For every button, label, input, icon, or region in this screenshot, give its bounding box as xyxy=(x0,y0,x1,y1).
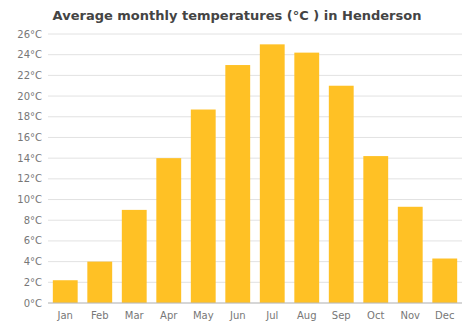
x-tick-label: Feb xyxy=(91,310,109,321)
y-tick-label: 14°C xyxy=(17,153,42,164)
x-tick-label: Sep xyxy=(332,310,351,321)
y-tick-label: 18°C xyxy=(17,111,42,122)
y-tick-label: 4°C xyxy=(24,256,42,267)
grid-line xyxy=(48,303,462,304)
grid-line xyxy=(48,178,462,179)
bar xyxy=(156,158,181,303)
y-tick-label: 2°C xyxy=(24,277,42,288)
x-tick-label: Oct xyxy=(367,310,384,321)
bar xyxy=(432,259,457,303)
y-tick-label: 10°C xyxy=(17,194,42,205)
bar xyxy=(122,210,147,303)
x-axis-line xyxy=(48,303,462,304)
bar xyxy=(260,44,285,303)
y-tick-label: 16°C xyxy=(17,132,42,143)
y-tick-label: 24°C xyxy=(17,49,42,60)
grid-line xyxy=(48,54,462,55)
y-tick-label: 8°C xyxy=(24,215,42,226)
bar xyxy=(329,86,354,303)
grid-line xyxy=(48,137,462,138)
x-tick-label: Nov xyxy=(400,310,420,321)
grid-line xyxy=(48,199,462,200)
y-tick-label: 12°C xyxy=(17,173,42,184)
bar xyxy=(53,280,78,303)
grid-line xyxy=(48,96,462,97)
bar xyxy=(191,110,216,303)
y-tick-label: 6°C xyxy=(24,235,42,246)
x-tick-label: May xyxy=(193,310,214,321)
title: Average monthly temperatures (°C ) in He… xyxy=(53,8,422,23)
chart: Average monthly temperatures (°C ) in He… xyxy=(0,0,474,331)
x-tick-label: Dec xyxy=(435,310,454,321)
chart-container: Average monthly temperatures (°C ) in He… xyxy=(0,0,474,331)
bars xyxy=(53,44,457,303)
grid-line xyxy=(48,116,462,117)
x-tick-label: Apr xyxy=(160,310,178,321)
x-tick-label: Mar xyxy=(125,310,145,321)
x-tick-label: Jul xyxy=(265,310,278,321)
bar xyxy=(294,53,319,303)
y-tick-label: 0°C xyxy=(24,298,42,309)
grid-line xyxy=(48,158,462,159)
bar xyxy=(398,207,423,303)
bar xyxy=(363,156,388,303)
bar xyxy=(225,65,250,303)
x-tick-label: Aug xyxy=(297,310,317,321)
grid xyxy=(48,34,462,303)
grid-line xyxy=(48,34,462,35)
y-tick-label: 26°C xyxy=(17,29,42,40)
grid-line xyxy=(48,75,462,76)
y-tick-label: 22°C xyxy=(17,70,42,81)
x-tick-label: Jun xyxy=(229,310,246,321)
bar xyxy=(87,262,112,303)
y-tick-label: 20°C xyxy=(17,91,42,102)
x-tick-label: Jan xyxy=(57,310,73,321)
